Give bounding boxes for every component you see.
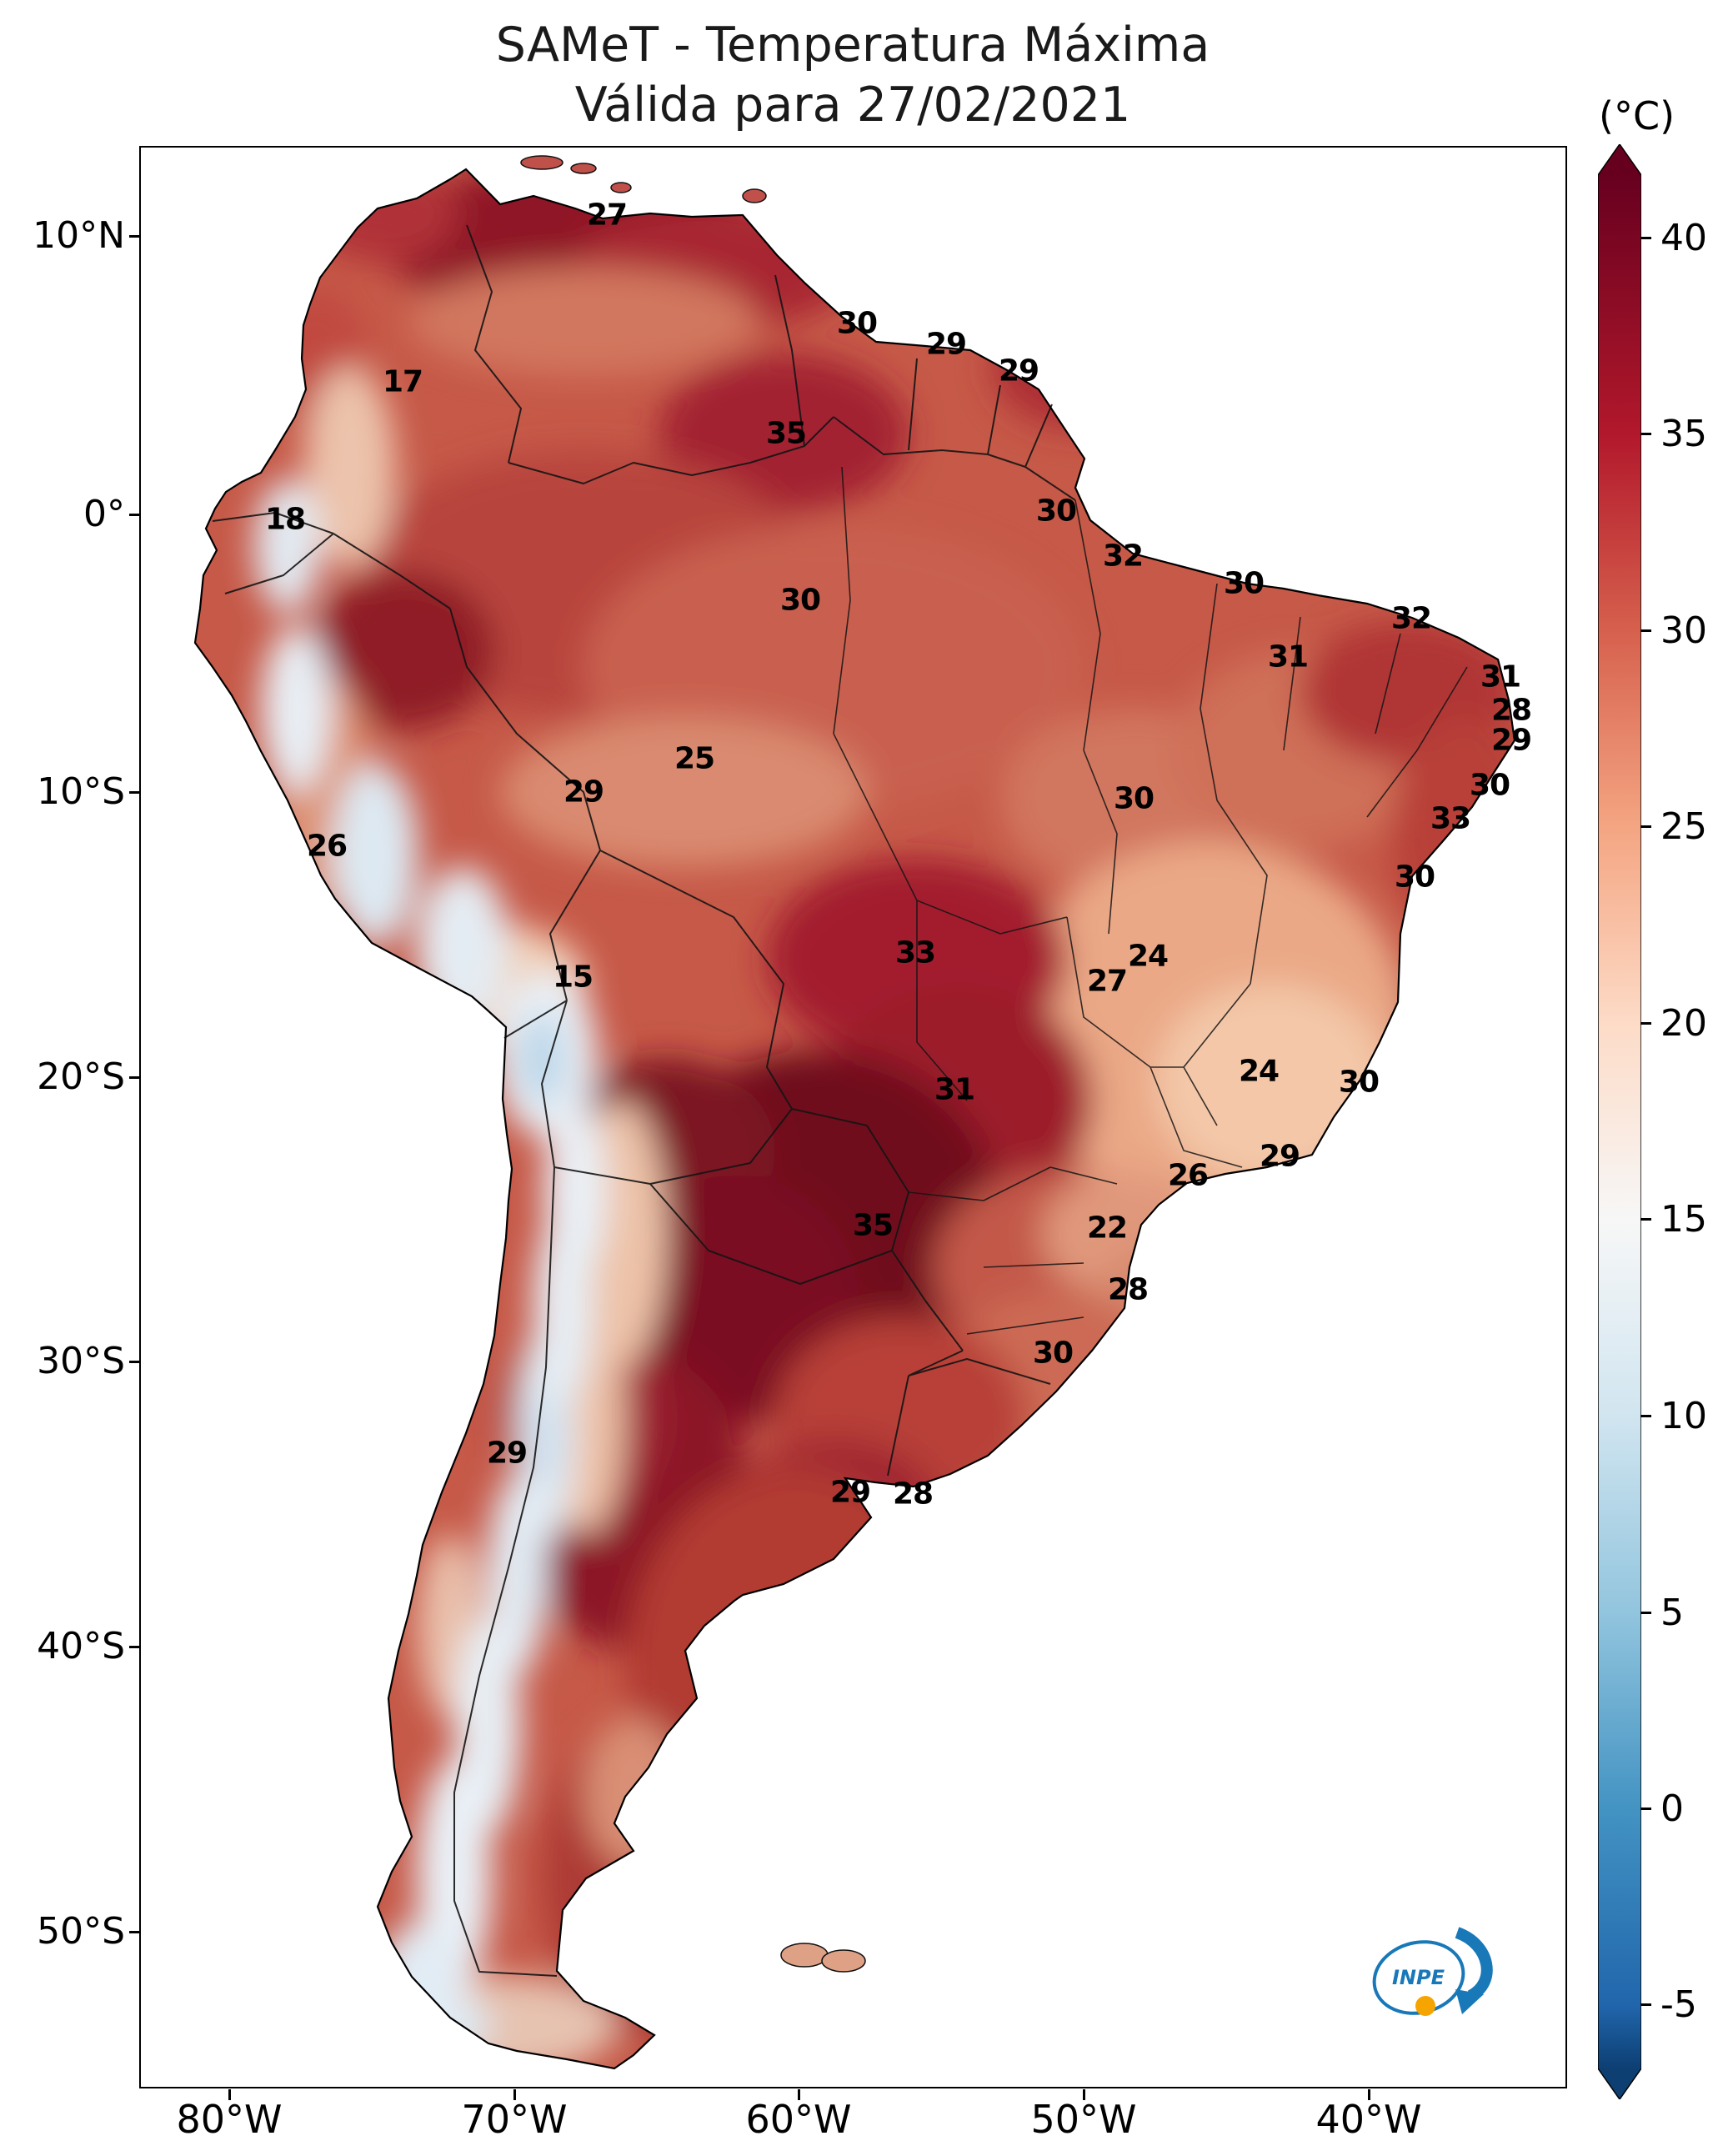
title-line2: Válida para 27/02/2021 [574, 78, 1131, 133]
country-borders [212, 224, 1076, 1977]
lat-label-50s: 50°S [37, 1910, 125, 1953]
colorbar-tick-label: 0 [1660, 1787, 1684, 1830]
temp-label: 35 [765, 416, 807, 451]
temp-label: 29 [1259, 1139, 1300, 1174]
lon-tick [228, 2089, 231, 2100]
colorbar-tick-label: 20 [1660, 1002, 1707, 1045]
temp-label: 28 [1107, 1272, 1149, 1307]
lat-tick [129, 514, 140, 516]
temp-label: 17 [382, 364, 423, 399]
colorbar-tick [1640, 1415, 1651, 1417]
temp-label: 30 [1469, 768, 1510, 803]
temp-label: 29 [1490, 723, 1532, 758]
colorbar-tick-label: -5 [1660, 1983, 1697, 2026]
lon-label-50w: 50°W [1030, 2097, 1137, 2142]
lat-tick [129, 1076, 140, 1079]
lon-label-40w: 40°W [1315, 2097, 1422, 2142]
colorbar-tick [1640, 2003, 1651, 2006]
inpe-arrow-icon [1455, 1927, 1493, 2002]
colorbar-unit-label: (°C) [1599, 93, 1675, 138]
colorbar-tick [1640, 1218, 1651, 1221]
temp-label: 30 [1338, 1065, 1380, 1100]
temp-label: 35 [852, 1208, 894, 1243]
lon-tick [1368, 2089, 1370, 2100]
temp-label: 28 [892, 1477, 934, 1512]
lat-tick [129, 1646, 140, 1648]
lat-label-10s: 10°S [37, 770, 125, 813]
temp-label: 27 [586, 198, 628, 233]
temp-label: 28 [1490, 693, 1532, 728]
lon-label-70w: 70°W [461, 2097, 568, 2142]
lat-label-10n: 10°N [33, 214, 125, 257]
temp-label: 29 [998, 353, 1039, 389]
temp-label: 30 [1113, 781, 1155, 816]
temp-label: 30 [1394, 860, 1435, 895]
temp-label: 30 [1035, 494, 1077, 529]
lat-tick [129, 235, 140, 238]
temp-label: 25 [674, 741, 715, 776]
temp-label: 24 [1238, 1054, 1280, 1089]
colorbar-tick-label: 40 [1660, 217, 1707, 259]
temp-label: 31 [1267, 639, 1309, 674]
south-america-temperature-map [193, 155, 1516, 2070]
colorbar-tick-label: 35 [1660, 413, 1707, 455]
state-borders [833, 466, 1468, 1335]
colorbar-tick [1640, 1808, 1651, 1810]
lon-tick [1083, 2089, 1085, 2100]
coastline [193, 168, 1516, 2070]
temp-label: 31 [934, 1072, 975, 1107]
temp-label: 30 [836, 306, 878, 341]
temp-label: 30 [1223, 566, 1265, 601]
colorbar-tick-label: 10 [1660, 1395, 1707, 1437]
temp-label: 33 [1430, 801, 1471, 836]
lat-label-0: 0° [83, 493, 125, 535]
islands [520, 155, 866, 1973]
lat-label-40s: 40°S [37, 1625, 125, 1667]
temp-label: 26 [1167, 1158, 1209, 1193]
lon-tick [798, 2089, 800, 2100]
temp-label: 27 [1086, 964, 1128, 999]
lon-tick [513, 2089, 516, 2100]
colorbar-tick [1640, 433, 1651, 435]
temp-label: 18 [264, 502, 306, 537]
temp-label: 24 [1127, 939, 1169, 974]
lat-label-30s: 30°S [37, 1340, 125, 1382]
temp-label: 29 [486, 1436, 528, 1471]
temp-label: 29 [925, 327, 967, 362]
colorbar-tick-label: 5 [1660, 1592, 1684, 1634]
temp-label: 15 [552, 960, 594, 995]
colorbar-tick-label: 15 [1660, 1198, 1707, 1241]
temp-label: 30 [779, 583, 821, 618]
inpe-arrowhead-icon [1455, 1989, 1484, 2014]
colorbar-tick-label: 25 [1660, 805, 1707, 848]
colorbar-tick [1640, 1612, 1651, 1614]
temp-label: 32 [1102, 539, 1144, 574]
temp-label: 29 [829, 1475, 871, 1510]
lat-tick [129, 791, 140, 794]
lat-label-20s: 20°S [37, 1055, 125, 1098]
temp-label: 29 [563, 775, 604, 810]
inpe-logo: INPE [1372, 1927, 1493, 2016]
temp-label: 32 [1390, 601, 1432, 636]
colorbar-tick [1640, 1022, 1651, 1025]
title-line1: SAMeT - Temperatura Máxima [495, 18, 1210, 73]
lat-tick [129, 1361, 140, 1363]
lon-label-80w: 80°W [176, 2097, 283, 2142]
lat-tick [129, 1931, 140, 1933]
temp-label: 30 [1032, 1336, 1074, 1371]
lon-label-60w: 60°W [745, 2097, 852, 2142]
inpe-logo-text: INPE [1392, 1966, 1445, 1989]
colorbar-tick [1640, 237, 1651, 239]
temp-label: 22 [1086, 1211, 1128, 1246]
page-title: SAMeT - Temperatura Máxima Válida para 2… [496, 15, 1210, 135]
colorbar-tick-label: 30 [1660, 609, 1707, 652]
colorbar [1598, 144, 1641, 2099]
temp-label: 33 [894, 935, 936, 970]
temp-label: 31 [1480, 659, 1521, 694]
colorbar-tick [1640, 825, 1651, 828]
temp-label: 26 [306, 829, 348, 864]
colorbar-tick [1640, 629, 1651, 632]
inpe-orange-dot-icon [1415, 1996, 1435, 2016]
